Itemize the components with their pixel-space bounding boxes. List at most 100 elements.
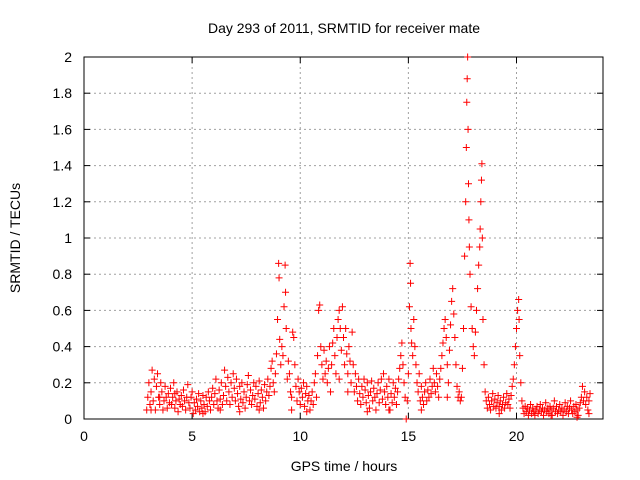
data-point xyxy=(444,379,452,387)
data-point xyxy=(576,399,584,407)
data-point xyxy=(368,377,376,385)
data-point xyxy=(275,274,283,282)
data-point xyxy=(292,382,300,390)
data-point xyxy=(415,370,423,378)
data-point xyxy=(549,404,557,412)
data-point xyxy=(311,370,319,378)
data-point xyxy=(330,325,338,332)
data-point xyxy=(156,401,164,409)
data-point xyxy=(301,402,309,410)
data-point xyxy=(254,390,262,398)
data-point xyxy=(343,350,351,358)
data-point xyxy=(229,370,237,378)
data-point xyxy=(385,406,393,414)
data-point xyxy=(378,395,386,403)
data-point xyxy=(471,328,479,336)
data-point xyxy=(585,410,593,418)
data-point xyxy=(181,397,189,405)
data-point xyxy=(282,288,290,296)
data-point xyxy=(494,391,502,399)
y-tick-label: 1.8 xyxy=(53,85,73,101)
data-point xyxy=(416,397,424,405)
data-point xyxy=(157,379,165,387)
data-point xyxy=(222,382,230,390)
data-point xyxy=(267,364,275,372)
data-point xyxy=(309,401,317,409)
data-point xyxy=(418,393,426,401)
y-tick-label: 2 xyxy=(64,49,72,65)
data-point xyxy=(495,410,503,418)
data-point xyxy=(223,397,231,405)
data-point xyxy=(384,393,392,401)
data-point xyxy=(310,379,318,387)
data-point xyxy=(380,370,388,378)
data-point xyxy=(247,386,255,394)
data-point xyxy=(421,388,429,396)
data-point xyxy=(299,379,307,387)
data-point xyxy=(371,393,379,401)
data-point xyxy=(410,315,418,323)
data-point xyxy=(450,310,458,318)
data-point xyxy=(218,401,226,409)
data-point xyxy=(236,408,244,416)
data-point xyxy=(395,375,403,383)
y-tick-label: 1 xyxy=(64,230,72,246)
data-point xyxy=(344,370,352,378)
data-point xyxy=(167,384,174,392)
data-point xyxy=(385,375,393,383)
data-point xyxy=(162,393,170,401)
y-tick-label: 0.8 xyxy=(53,266,73,282)
data-point xyxy=(398,339,406,347)
data-point xyxy=(147,406,155,414)
data-point xyxy=(394,388,402,396)
data-point xyxy=(464,53,472,61)
data-point xyxy=(255,377,263,385)
data-point xyxy=(204,388,212,396)
data-point xyxy=(374,379,382,387)
data-point xyxy=(561,399,569,407)
data-point xyxy=(413,379,421,387)
data-point xyxy=(422,379,430,387)
data-point xyxy=(477,176,485,184)
data-point xyxy=(465,243,473,251)
data-point xyxy=(359,393,367,401)
data-point xyxy=(230,384,238,392)
x-tick-label: 0 xyxy=(80,428,88,444)
data-point xyxy=(363,408,371,416)
data-point xyxy=(216,406,224,414)
data-point xyxy=(586,390,594,398)
data-point xyxy=(265,391,273,399)
data-point xyxy=(567,397,575,405)
data-point xyxy=(404,370,412,378)
data-point xyxy=(556,401,564,409)
data-point xyxy=(266,382,274,390)
data-point xyxy=(242,393,250,401)
chart-title: Day 293 of 2011, SRMTID for receiver mat… xyxy=(208,20,480,36)
data-point xyxy=(429,364,437,372)
data-point xyxy=(205,397,213,405)
data-point xyxy=(362,399,370,407)
data-point xyxy=(152,382,160,390)
data-point xyxy=(298,393,306,401)
data-point xyxy=(340,334,347,342)
data-point xyxy=(236,382,244,390)
data-point xyxy=(508,382,516,390)
data-point xyxy=(328,361,336,369)
data-point xyxy=(224,373,232,381)
data-point xyxy=(463,75,471,83)
data-point xyxy=(179,386,187,394)
data-point xyxy=(373,390,381,398)
data-point xyxy=(306,406,314,414)
data-point xyxy=(156,393,164,401)
data-point xyxy=(472,306,480,314)
data-point xyxy=(516,352,524,360)
data-point xyxy=(194,402,202,410)
data-point xyxy=(245,397,253,405)
data-point xyxy=(382,401,390,409)
data-point xyxy=(529,404,537,412)
data-point xyxy=(424,386,432,394)
data-point xyxy=(325,343,333,351)
data-point xyxy=(360,375,368,383)
data-point xyxy=(534,410,542,418)
y-tick-label: 0 xyxy=(64,411,72,427)
